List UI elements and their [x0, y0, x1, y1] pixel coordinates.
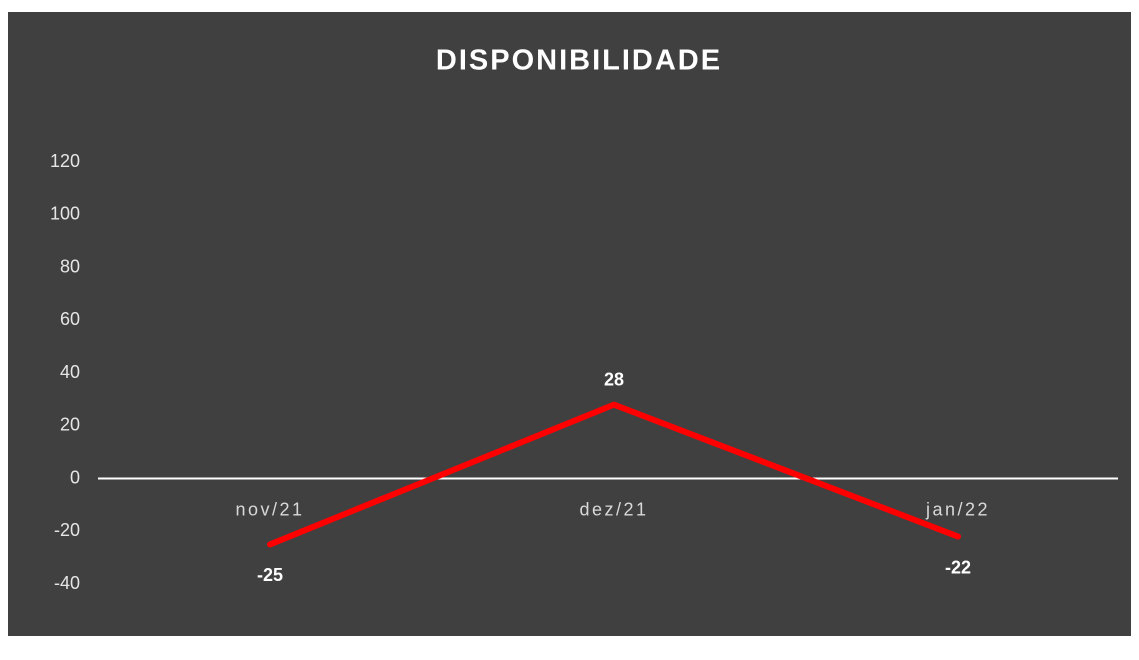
y-tick-label: -20	[54, 520, 80, 540]
series-line	[267, 401, 961, 548]
data-label: -22	[945, 557, 971, 577]
y-tick-label: 0	[70, 467, 80, 487]
y-tick-label: 100	[50, 204, 80, 224]
data-label: -25	[257, 565, 283, 585]
y-tick-label: 80	[60, 256, 80, 276]
x-tick-label: nov/21	[235, 499, 304, 519]
chart-title: DISPONIBILIDADE	[436, 45, 722, 77]
plot-area: -40 -20 0 20 40 60 80 100 120 nov/21 dez/21 jan/22 -…	[50, 151, 1118, 593]
y-tick-label: 20	[60, 415, 80, 435]
y-tick-label: 40	[60, 362, 80, 382]
data-label: 28	[604, 369, 624, 389]
chart-background	[8, 12, 1131, 636]
x-tick-label: jan/22	[925, 499, 990, 519]
x-tick-label: dez/21	[579, 499, 648, 519]
y-tick-label: 60	[60, 309, 80, 329]
y-tick-label: 120	[50, 151, 80, 171]
y-tick-label: -40	[54, 573, 80, 593]
